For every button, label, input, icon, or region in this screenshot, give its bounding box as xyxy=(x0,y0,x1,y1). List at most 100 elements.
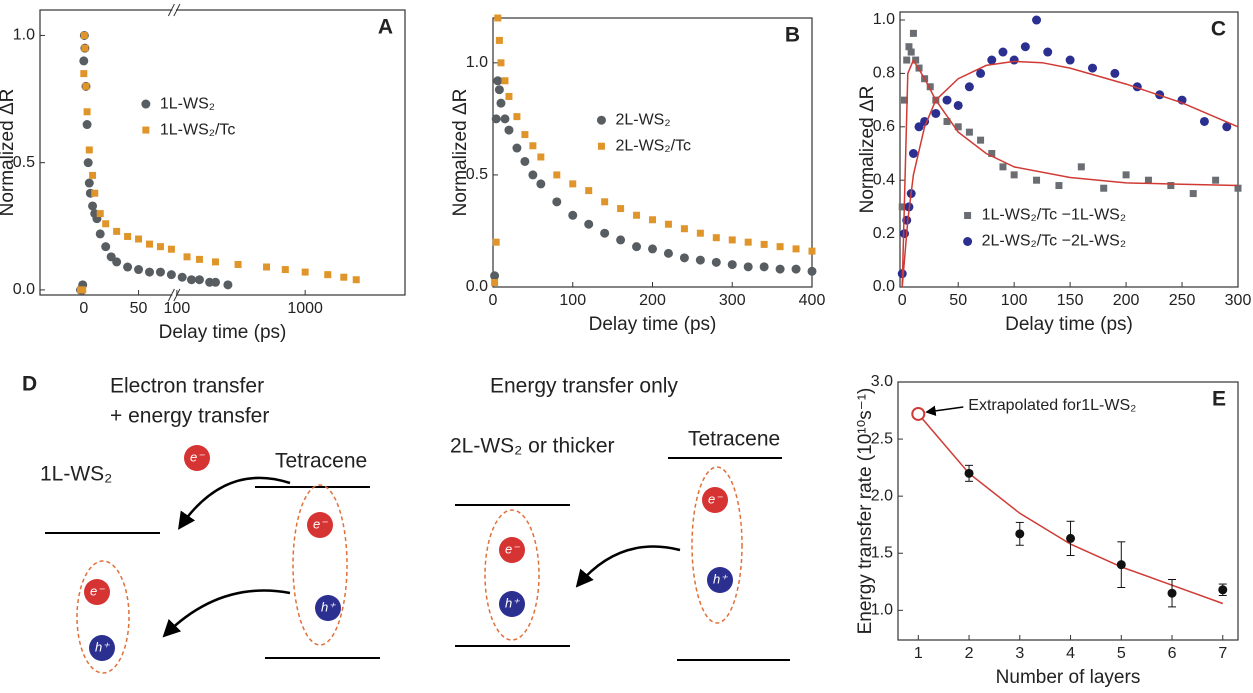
point xyxy=(79,56,89,66)
molecule-label: Tetracene xyxy=(688,428,780,451)
hole-label: h⁺ xyxy=(95,639,110,654)
y-tick-label: 1.0 xyxy=(873,11,895,28)
point xyxy=(80,31,88,39)
point xyxy=(616,235,626,245)
point xyxy=(1222,122,1232,132)
point xyxy=(156,243,164,251)
point xyxy=(1218,585,1228,595)
point xyxy=(536,179,546,189)
point xyxy=(505,92,513,100)
point xyxy=(712,234,720,242)
point xyxy=(926,83,934,91)
semiconductor-label: 2L-WS₂ or thicker xyxy=(450,435,615,458)
point xyxy=(504,125,514,135)
point xyxy=(301,268,309,276)
point xyxy=(711,257,721,267)
point xyxy=(493,76,503,86)
point xyxy=(123,262,133,272)
x-tick-label: 150 xyxy=(1057,292,1084,309)
chart: 0.0 0.5 1.0 0 100 200 300 400 Delay time (ps) Nor… xyxy=(450,14,825,335)
y-tick-label: 0.2 xyxy=(873,225,895,242)
point xyxy=(648,244,657,254)
point xyxy=(1189,190,1197,198)
point xyxy=(600,228,610,238)
point xyxy=(1234,184,1242,192)
y-tick-label: 3.0 xyxy=(871,373,893,390)
point xyxy=(1088,63,1098,73)
point xyxy=(145,267,154,277)
point xyxy=(520,156,530,166)
point xyxy=(102,220,110,228)
point xyxy=(792,245,800,253)
point xyxy=(80,70,88,78)
point xyxy=(324,271,332,279)
point xyxy=(987,55,997,65)
legend-marker xyxy=(963,237,973,246)
point xyxy=(584,219,594,229)
y-tick-label: 0.8 xyxy=(873,65,895,82)
point xyxy=(83,158,93,168)
point xyxy=(1100,184,1108,192)
legend-label: 1L-WS₂/Tc −1L-WS₂ xyxy=(982,207,1126,224)
annotation-arrow xyxy=(925,405,964,417)
x-tick-label: 1000 xyxy=(287,300,323,317)
panel-label: D xyxy=(22,373,37,396)
exciton xyxy=(691,466,743,624)
y-tick-label: 2.0 xyxy=(871,487,893,504)
x-tick-label: 250 xyxy=(1169,292,1196,309)
hole-label: h⁺ xyxy=(713,571,728,586)
x-tick-label: 100 xyxy=(559,292,586,309)
transfer-arrow xyxy=(575,545,681,588)
diagram-d: D Electron transfer + energy transfer 1L… xyxy=(22,373,790,674)
point xyxy=(492,238,500,246)
y-tick-label: 0.5 xyxy=(13,154,35,171)
point xyxy=(553,171,561,179)
point xyxy=(112,257,122,267)
point xyxy=(977,136,985,144)
point xyxy=(998,47,1008,57)
electron-label: e⁻ xyxy=(313,516,328,531)
point xyxy=(1167,182,1175,190)
point xyxy=(494,85,504,95)
exciton xyxy=(484,509,540,641)
point xyxy=(569,180,577,188)
point xyxy=(83,108,91,116)
x-axis-label: Delay time (ps) xyxy=(1005,314,1133,335)
point xyxy=(85,146,93,154)
hole xyxy=(89,635,115,661)
y-tick-label: 2.5 xyxy=(871,430,893,447)
point xyxy=(281,266,289,274)
point xyxy=(211,258,219,266)
diagram-title: + energy transfer xyxy=(110,405,269,428)
x-tick-label: 5 xyxy=(1117,645,1126,662)
point xyxy=(501,77,509,85)
point xyxy=(760,240,768,248)
point xyxy=(113,227,121,235)
point xyxy=(727,260,737,270)
point xyxy=(234,260,242,268)
point xyxy=(1055,182,1063,190)
point xyxy=(82,82,90,90)
y-tick-label: 0.5 xyxy=(466,166,488,183)
point xyxy=(210,277,220,287)
point xyxy=(124,232,132,240)
point xyxy=(1043,47,1053,57)
point xyxy=(1015,529,1025,539)
plot-frame xyxy=(899,11,1239,288)
x-tick-label: 50 xyxy=(130,300,148,317)
point xyxy=(585,187,593,195)
point xyxy=(146,240,153,248)
point xyxy=(521,131,529,139)
point xyxy=(617,205,625,213)
point xyxy=(663,248,673,258)
point xyxy=(943,117,951,125)
diagram-title: Electron transfer xyxy=(110,375,264,398)
legend-label: 1L-WS₂/Tc xyxy=(160,121,236,138)
legend-marker xyxy=(142,126,150,134)
point xyxy=(649,216,656,224)
x-tick-label: 100 xyxy=(1001,292,1028,309)
point xyxy=(1033,176,1041,184)
point xyxy=(807,266,817,276)
x-tick-label: 6 xyxy=(1168,645,1177,662)
legend-label: 1L-WS₂ xyxy=(160,95,215,112)
